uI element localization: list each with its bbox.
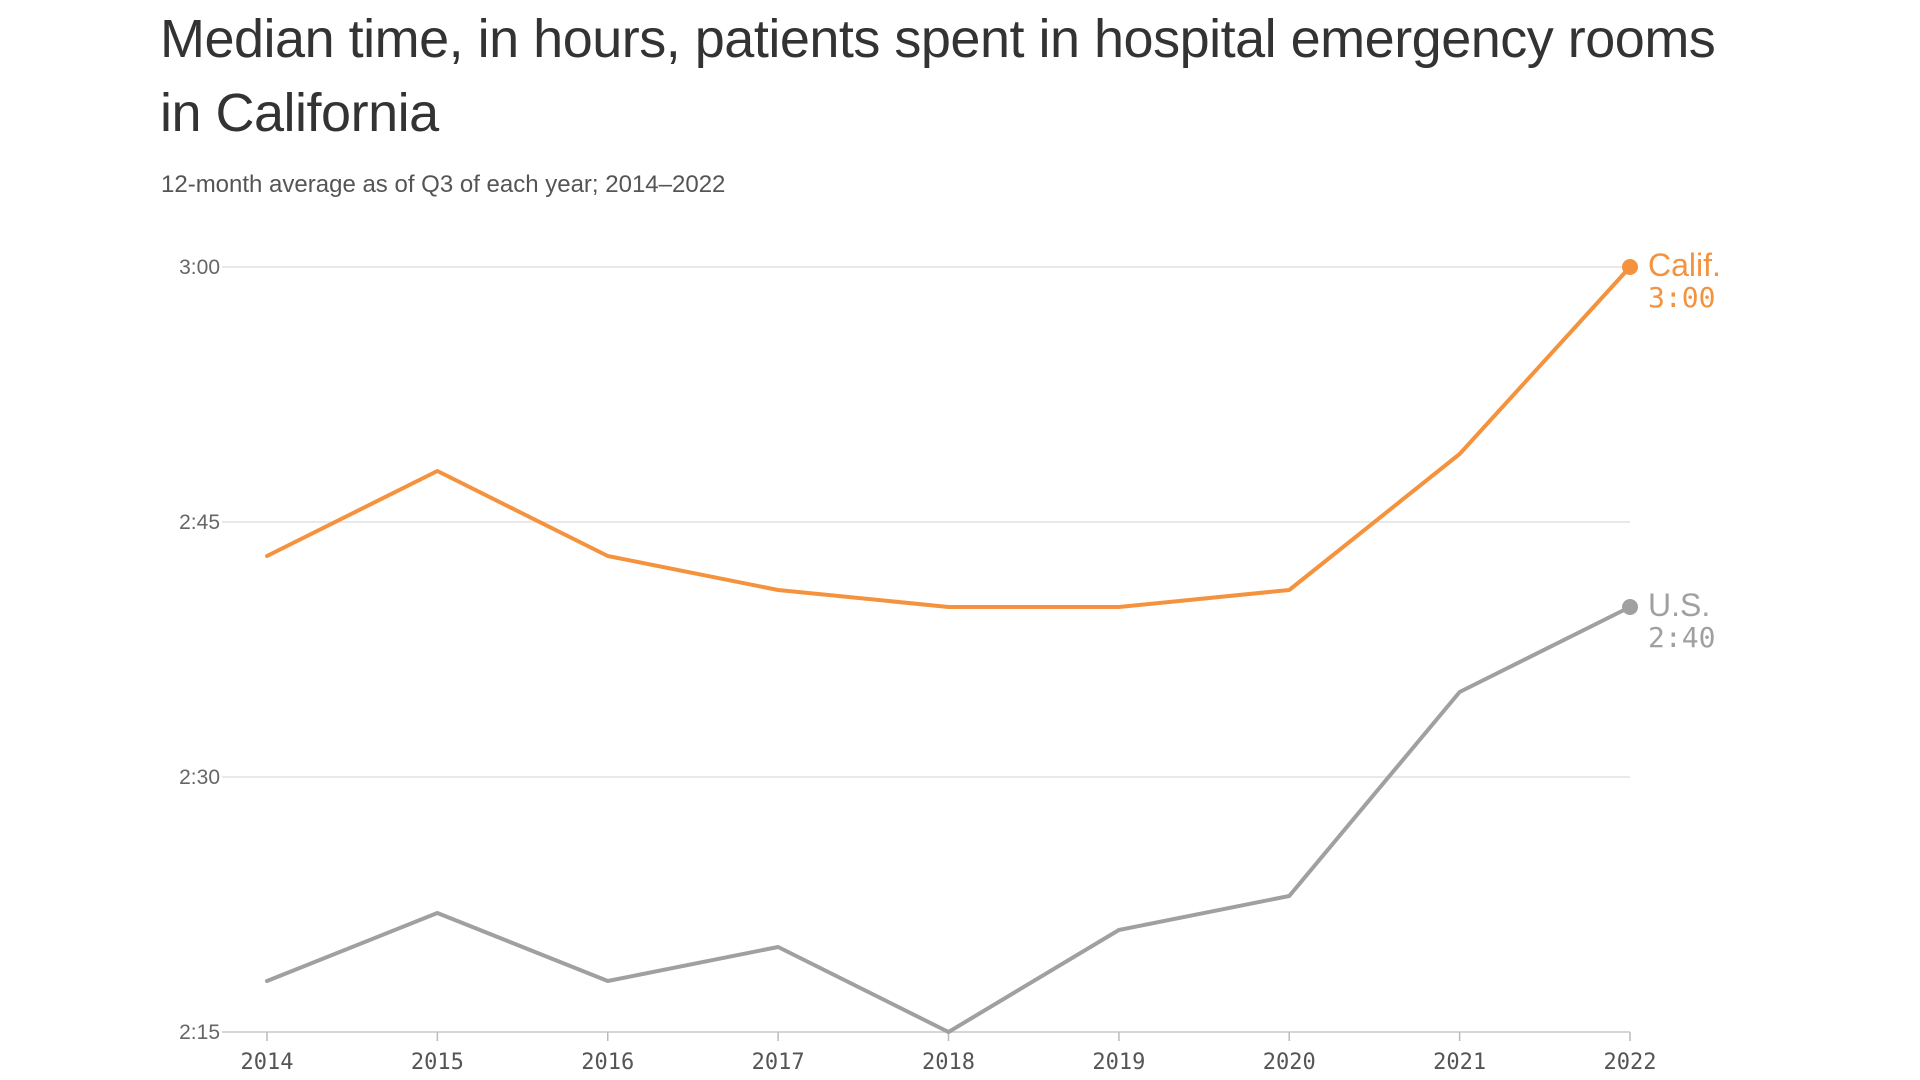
- y-tick-label: 3:00: [179, 256, 220, 279]
- series-label-u-s: U.S.: [1648, 587, 1710, 623]
- series-label-calif: Calif.: [1648, 247, 1721, 283]
- gridlines: [222, 266, 1630, 1033]
- x-tick-label: 2016: [581, 1050, 634, 1075]
- x-tick-label: 2022: [1604, 1050, 1657, 1075]
- series-value-u-s: 2:40: [1648, 621, 1715, 654]
- x-tick-label: 2021: [1433, 1050, 1486, 1075]
- series-end-labels: Calif.3:00 U.S.2:40: [1648, 247, 1721, 654]
- series-line-u-s: [265, 605, 1632, 1034]
- series-line-calif: [265, 265, 1632, 609]
- y-tick-label: 2:15: [179, 1021, 220, 1044]
- x-tick-label: 2014: [241, 1050, 294, 1075]
- chart-title: Median time, in hours, patients spent in…: [160, 9, 1716, 143]
- y-tick-label: 2:45: [179, 511, 220, 534]
- x-tick-label: 2017: [752, 1050, 805, 1075]
- chart-subtitle: 12-month average as of Q3 of each year; …: [161, 171, 726, 198]
- series-end-point-calif: [1622, 259, 1638, 275]
- y-axis-ticks: 3:00 2:45 2:30 2:15: [179, 256, 220, 1044]
- x-tick-label: 2019: [1092, 1050, 1145, 1075]
- x-axis-ticks: 2014 2015 2016 2017 2018 2019 2020 2021 2022: [241, 1032, 1657, 1075]
- series-value-calif: 3:00: [1648, 281, 1715, 314]
- series-lines: [265, 259, 1638, 1034]
- x-tick-label: 2018: [922, 1050, 975, 1075]
- series-end-point-u-s: [1622, 599, 1638, 615]
- y-tick-label: 2:30: [179, 766, 220, 789]
- x-tick-label: 2020: [1263, 1050, 1316, 1075]
- x-tick-label: 2015: [411, 1050, 464, 1075]
